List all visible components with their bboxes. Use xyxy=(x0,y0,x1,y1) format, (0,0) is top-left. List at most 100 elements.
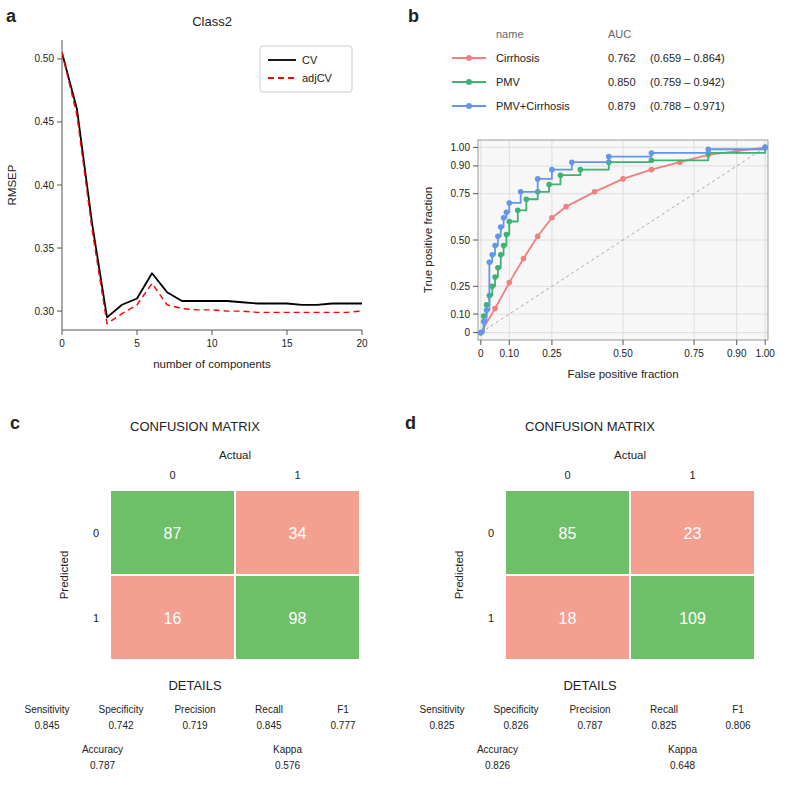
x-tick xyxy=(362,330,363,335)
y-tick-label: 1.00 xyxy=(451,142,471,153)
legend-ci: (0.659 – 0.864) xyxy=(650,52,725,64)
metric-name: Specificity xyxy=(493,704,538,715)
metric-value: 0.742 xyxy=(108,720,133,731)
point xyxy=(549,167,555,173)
grid-line xyxy=(478,165,768,166)
x-axis-label: Actual xyxy=(614,449,646,461)
point xyxy=(762,145,768,151)
metric-name: Accuracy xyxy=(82,744,123,755)
x-tick-label: 0.10 xyxy=(500,348,520,359)
point xyxy=(506,280,512,286)
point xyxy=(489,252,495,258)
point xyxy=(549,215,555,221)
point xyxy=(504,209,510,215)
series-line xyxy=(62,53,362,324)
y-tick-label: 0.40 xyxy=(35,180,55,191)
metric-value: 0.825 xyxy=(651,720,676,731)
legend-swatch xyxy=(268,77,296,79)
cell xyxy=(235,490,360,575)
y-tick-label: 1 xyxy=(93,612,99,624)
y-tick-label: 0.35 xyxy=(35,243,55,254)
point xyxy=(487,259,493,265)
metric-name: Accuracy xyxy=(477,744,518,755)
point xyxy=(535,233,541,239)
point xyxy=(498,224,504,230)
point xyxy=(649,150,655,156)
legend: CVadjCV xyxy=(260,46,352,92)
y-tick xyxy=(473,193,478,194)
panel-label: c xyxy=(10,413,20,433)
y-tick xyxy=(57,248,62,249)
panel: 00.100.250.500.750.901.0000.100.250.500.… xyxy=(408,6,775,380)
plot-background xyxy=(478,140,768,340)
metric-value: 0.648 xyxy=(670,760,695,771)
x-tick-label: 20 xyxy=(356,338,368,349)
y-tick xyxy=(473,147,478,148)
y-tick-label: 0.25 xyxy=(451,281,471,292)
point xyxy=(492,243,498,249)
legend: nameAUCCirrhosis0.762(0.659 – 0.864)PMV0… xyxy=(452,28,725,112)
metric-name: Precision xyxy=(569,704,610,715)
x-tick xyxy=(480,340,481,345)
x-tick xyxy=(509,340,510,345)
legend-swatch-dot xyxy=(466,79,472,85)
legend-swatch-dot xyxy=(466,55,472,61)
point xyxy=(592,189,598,195)
x-tick xyxy=(62,330,63,335)
y-tick xyxy=(57,185,62,186)
point xyxy=(649,167,655,173)
point xyxy=(501,215,507,221)
x-axis-label: False positive fraction xyxy=(567,368,678,380)
panel: cCONFUSION MATRIXActual0101Predicted8734… xyxy=(10,413,360,771)
point xyxy=(535,176,541,182)
legend-entry: PMV+Cirrhosis xyxy=(496,100,570,112)
x-tick-label: 15 xyxy=(281,338,293,349)
x-tick-label: 10 xyxy=(206,338,218,349)
y-tick-label: 0.30 xyxy=(35,306,55,317)
metric-name: F1 xyxy=(732,704,744,715)
legend-ci: (0.759 – 0.942) xyxy=(650,76,725,88)
metric-value: 0.777 xyxy=(330,720,355,731)
metric-name: Kappa xyxy=(668,744,697,755)
grid-line xyxy=(478,332,768,333)
y-tick-label: 0 xyxy=(488,527,494,539)
y-tick-label: 0.90 xyxy=(451,160,471,171)
x-tick-label: 0.75 xyxy=(684,348,704,359)
metric-value: 0.806 xyxy=(725,720,750,731)
legend-entry: Cirrhosis xyxy=(496,52,540,64)
point xyxy=(484,308,490,314)
metric-value: 0.845 xyxy=(34,720,59,731)
y-axis-label: RMSEP xyxy=(6,164,18,205)
x-tick-label: 0.50 xyxy=(613,348,633,359)
cell-label: 98 xyxy=(289,610,307,627)
y-tick xyxy=(57,58,62,59)
legend-swatch-dot xyxy=(466,103,472,109)
cell-label: 16 xyxy=(164,610,182,627)
y-tick xyxy=(473,240,478,241)
point xyxy=(524,196,530,202)
x-tick xyxy=(212,330,213,335)
x-axis-label: number of components xyxy=(153,358,271,370)
x-tick xyxy=(551,340,552,345)
x-tick xyxy=(765,340,766,345)
title: CONFUSION MATRIX xyxy=(130,419,260,434)
point xyxy=(492,274,498,280)
legend-auc: 0.850 xyxy=(608,76,636,88)
y-tick-label: 0 xyxy=(93,527,99,539)
metric-value: 0.576 xyxy=(275,760,300,771)
title: Class2 xyxy=(192,14,232,29)
point xyxy=(558,172,564,178)
x-tick-label: 0 xyxy=(478,348,484,359)
x-tick-label: 0.25 xyxy=(542,348,562,359)
y-tick-label: 0.10 xyxy=(451,309,471,320)
point xyxy=(478,330,484,336)
x-tick-label: 1 xyxy=(689,469,695,481)
metric-name: Recall xyxy=(255,704,283,715)
panel: 051015200.300.350.400.450.50Class2anumbe… xyxy=(6,6,368,370)
legend-header: name xyxy=(496,28,524,40)
metric-name: Precision xyxy=(174,704,215,715)
point xyxy=(478,330,484,336)
legend-auc: 0.762 xyxy=(608,52,636,64)
legend-box xyxy=(260,46,352,92)
plot-frame xyxy=(478,140,768,340)
